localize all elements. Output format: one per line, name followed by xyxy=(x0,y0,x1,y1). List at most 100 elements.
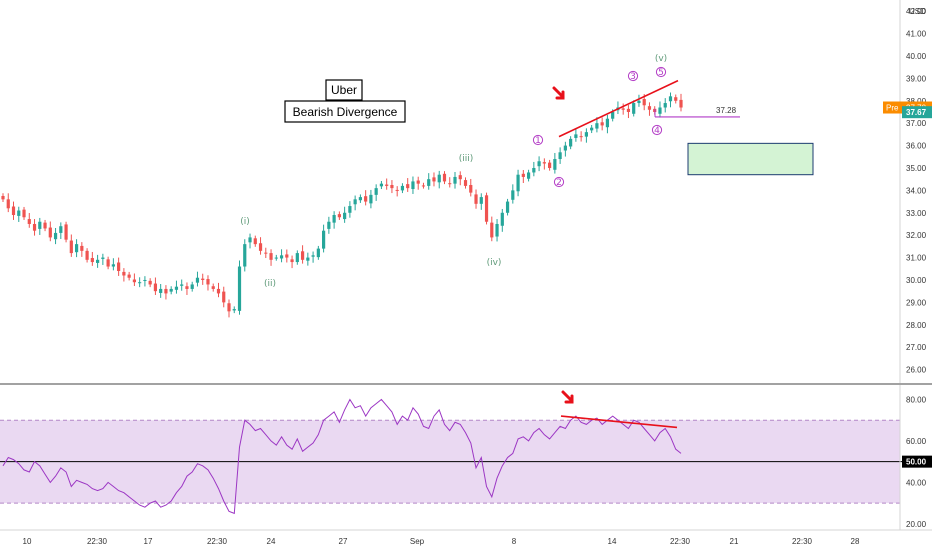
rsi-divergence-line xyxy=(560,415,678,429)
candle-body xyxy=(143,279,147,281)
candle-body xyxy=(532,167,536,173)
candle-body xyxy=(495,223,499,237)
rsi-value-badge xyxy=(902,455,932,468)
time-tick-label: 8 xyxy=(512,537,517,546)
candle-body xyxy=(537,161,541,167)
candle-body xyxy=(316,248,320,258)
currency-label: USD xyxy=(909,7,926,16)
candle-body xyxy=(521,173,525,177)
candle-body xyxy=(59,226,63,233)
wave-label: (iv) xyxy=(487,258,502,268)
candle-body xyxy=(64,224,68,240)
wave-label: (iii) xyxy=(459,154,474,164)
candle-body xyxy=(511,190,515,200)
candle-body xyxy=(600,122,604,126)
subtitle-box[interactable]: Bearish Divergence xyxy=(284,100,406,123)
price-candles xyxy=(1,92,683,318)
subtitle-box-border xyxy=(284,100,406,123)
rsi-tick-label: 80.00 xyxy=(906,396,927,405)
price-trendline xyxy=(558,79,679,138)
wave-label-circle xyxy=(651,124,663,136)
time-axis[interactable]: 10 22:30 17 22:30 24 27 Sep 8 14 22:30 21 22:30 28 xyxy=(23,537,860,546)
candle-body xyxy=(32,223,37,231)
time-tick-label: 10 xyxy=(23,537,32,546)
price-tick-label: 35.00 xyxy=(906,164,927,173)
candle-body xyxy=(279,255,284,259)
candle-body xyxy=(274,257,278,259)
candle-body xyxy=(374,188,378,195)
candle-body xyxy=(1,195,5,200)
candle-body xyxy=(448,183,452,185)
price-tick-label: 33.00 xyxy=(906,209,927,218)
candle-body xyxy=(258,243,263,251)
rsi-line xyxy=(2,398,682,515)
candle-body xyxy=(427,179,431,186)
rsi-tick-label: 40.00 xyxy=(906,478,927,487)
candle-body xyxy=(69,240,73,254)
title-box[interactable]: Uber xyxy=(325,79,363,101)
price-tick-label: 30.00 xyxy=(906,276,927,285)
wave-label: 2 xyxy=(556,178,562,188)
candle-body xyxy=(90,258,94,263)
candle-body xyxy=(322,230,326,249)
target-zone xyxy=(687,142,814,176)
price-tick-label: 29.00 xyxy=(906,298,927,307)
candle-body xyxy=(674,97,678,101)
time-tick-label: 22:30 xyxy=(670,537,691,546)
candle-body xyxy=(332,215,336,223)
candle-body xyxy=(43,222,47,229)
candle-body xyxy=(611,111,615,119)
price-tick-label: 42.00 xyxy=(906,7,927,16)
candle-body xyxy=(237,266,242,311)
price-tick-label: 41.00 xyxy=(906,30,927,39)
candle-body xyxy=(22,209,26,218)
candle-body xyxy=(264,252,268,254)
candle-body xyxy=(159,288,163,293)
candle-body xyxy=(579,136,583,138)
wave-label: 4 xyxy=(654,126,660,136)
candle-body xyxy=(432,177,436,182)
price-tick-label: 40.00 xyxy=(906,52,927,61)
candle-body xyxy=(569,138,573,147)
candle-body xyxy=(516,174,520,192)
rsi-last-value: 50.00 xyxy=(906,458,927,467)
candle-body xyxy=(400,185,405,191)
candle-body xyxy=(96,259,100,263)
candle-body xyxy=(80,245,84,251)
candle-body xyxy=(327,221,331,229)
rsi-tick-label: 20.00 xyxy=(906,520,927,529)
candle-body xyxy=(626,108,631,112)
candle-body xyxy=(48,227,52,238)
time-tick-label: 24 xyxy=(267,537,276,546)
price-tick-label: 34.00 xyxy=(906,186,927,195)
candle-body xyxy=(222,291,226,303)
candle-body xyxy=(421,185,426,187)
candle-body xyxy=(642,98,646,106)
wave-label: (ii) xyxy=(264,279,276,289)
candle-body xyxy=(201,278,205,280)
candle-body xyxy=(479,197,483,204)
candle-body xyxy=(300,251,305,260)
candle-body xyxy=(668,96,673,102)
price-axis[interactable]: USD 26.00 27.00 28.00 29.00 30.00 31.00 32.00 3… xyxy=(883,0,932,383)
candle-body xyxy=(463,180,468,186)
candle-body xyxy=(38,221,42,229)
candle-body xyxy=(153,283,158,292)
candle-body xyxy=(563,145,567,151)
candle-body xyxy=(53,232,58,240)
candle-body xyxy=(127,274,131,278)
candle-body xyxy=(647,106,652,110)
candle-body xyxy=(500,212,504,226)
candle-body xyxy=(180,284,184,286)
candle-body xyxy=(185,286,189,289)
rsi-pane[interactable] xyxy=(0,390,932,515)
price-tick-label: 28.00 xyxy=(906,321,927,330)
price-pane[interactable]: 37.28 (i) (ii) (iii) (iv) (v) 1 2 3 4 5 xyxy=(1,54,814,318)
candle-body xyxy=(385,184,389,186)
wave-label-circle xyxy=(627,70,639,82)
candle-body xyxy=(248,237,252,243)
time-tick-label: 22:30 xyxy=(87,537,108,546)
time-tick-label: 22:30 xyxy=(792,537,813,546)
candle-body xyxy=(17,210,21,216)
